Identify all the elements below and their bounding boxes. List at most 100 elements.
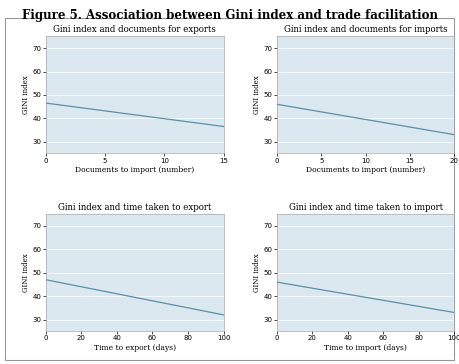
Point — [136, 293, 144, 299]
Point — [300, 43, 307, 49]
Point — [326, 83, 334, 88]
Point — [125, 85, 133, 91]
Point — [344, 279, 352, 285]
Point — [334, 286, 341, 292]
Point — [344, 97, 352, 103]
Point — [318, 85, 325, 91]
Point — [335, 80, 342, 86]
Point — [335, 92, 342, 98]
Point — [344, 94, 352, 100]
Point — [134, 284, 142, 290]
Point — [71, 274, 78, 280]
Point — [335, 78, 342, 84]
Point — [362, 101, 369, 107]
Point — [353, 85, 360, 91]
Point — [279, 293, 286, 299]
Point — [95, 274, 103, 280]
Point — [344, 101, 352, 107]
Point — [326, 279, 334, 285]
Point — [113, 94, 121, 100]
Point — [113, 108, 121, 114]
Point — [318, 83, 325, 88]
Point — [321, 274, 329, 280]
Point — [380, 286, 387, 292]
Point — [294, 274, 302, 280]
Point — [101, 108, 109, 114]
Point — [149, 289, 156, 294]
Point — [344, 104, 352, 110]
Point — [335, 80, 342, 86]
Point — [335, 101, 342, 107]
Point — [385, 289, 392, 294]
Point — [308, 258, 316, 264]
Point — [451, 265, 458, 271]
Point — [277, 253, 284, 259]
Point — [424, 92, 431, 98]
Point — [344, 76, 352, 82]
Point — [362, 92, 369, 98]
Point — [419, 300, 426, 306]
Point — [62, 265, 69, 271]
Point — [83, 277, 90, 283]
Point — [397, 87, 405, 93]
Point — [362, 94, 369, 100]
Point — [335, 104, 342, 110]
Point — [51, 270, 58, 276]
Point — [131, 289, 138, 294]
Point — [113, 76, 121, 82]
Point — [291, 83, 298, 88]
Point — [159, 293, 167, 299]
Point — [137, 78, 144, 84]
Point — [307, 274, 314, 280]
Point — [325, 281, 332, 287]
Point — [326, 57, 334, 63]
Point — [335, 99, 342, 105]
Point — [326, 85, 334, 91]
Point — [137, 80, 144, 86]
Point — [125, 97, 133, 103]
Point — [95, 281, 103, 287]
Point — [394, 289, 401, 294]
Point — [335, 106, 342, 112]
Point — [101, 108, 109, 114]
Point — [308, 76, 316, 82]
Text: Figure 5. Association between Gini index and trade facilitation: Figure 5. Association between Gini index… — [22, 9, 437, 22]
Point — [353, 111, 360, 116]
Point — [353, 101, 360, 107]
Point — [185, 80, 192, 86]
Point — [318, 90, 325, 95]
Point — [326, 50, 334, 56]
Point — [149, 94, 156, 100]
Point — [53, 274, 60, 280]
Point — [353, 92, 360, 98]
Point — [113, 286, 121, 292]
Point — [85, 265, 92, 271]
Point — [101, 134, 109, 140]
Point — [113, 99, 121, 105]
Point — [335, 94, 342, 100]
Point — [90, 80, 97, 86]
Point — [415, 87, 423, 93]
Point — [185, 293, 192, 299]
Point — [154, 286, 162, 292]
Point — [291, 251, 298, 257]
Point — [358, 286, 366, 292]
Point — [451, 83, 458, 88]
Point — [335, 90, 342, 95]
Point — [113, 104, 121, 110]
Point — [149, 94, 156, 100]
Point — [196, 78, 203, 84]
Point — [335, 97, 342, 103]
Point — [101, 115, 109, 121]
Point — [437, 300, 444, 306]
Point — [451, 312, 458, 318]
Point — [353, 87, 360, 93]
Point — [318, 274, 325, 280]
Point — [406, 111, 414, 116]
Point — [335, 87, 342, 93]
Point — [285, 286, 293, 292]
Y-axis label: GINI index: GINI index — [253, 253, 261, 292]
Point — [294, 279, 302, 285]
Point — [175, 289, 183, 294]
Point — [113, 83, 121, 88]
